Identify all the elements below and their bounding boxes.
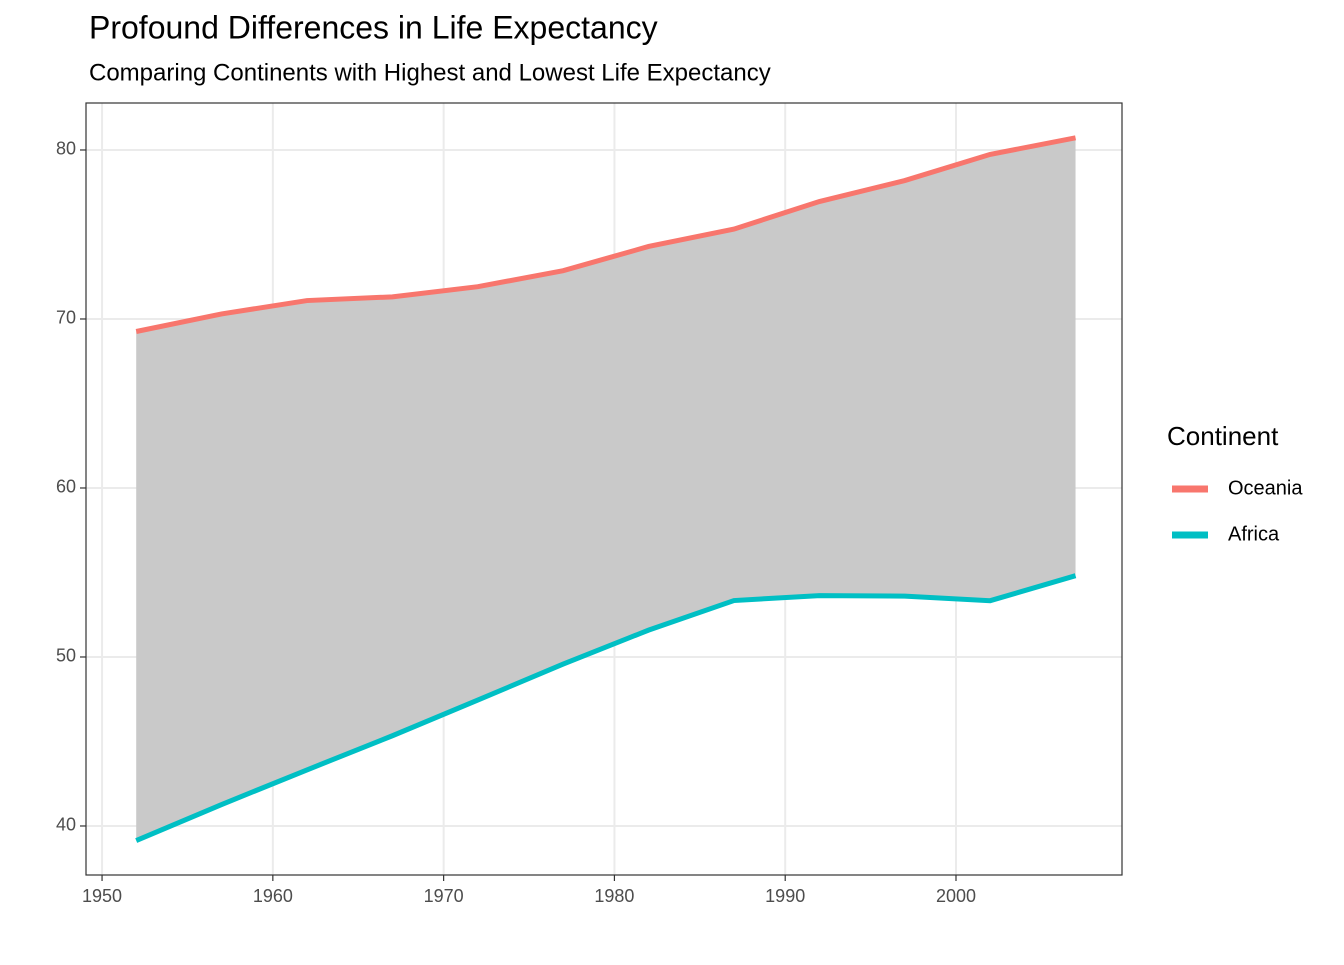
y-tick-label: 80 <box>56 139 76 159</box>
y-tick-label: 50 <box>56 646 76 666</box>
x-tick-label: 2000 <box>936 886 976 906</box>
ribbon <box>136 137 1076 841</box>
chart-subtitle: Comparing Continents with Highest and Lo… <box>89 59 771 86</box>
y-tick-label: 40 <box>56 815 76 835</box>
x-tick-label: 1960 <box>253 886 293 906</box>
y-tick-label: 70 <box>56 308 76 328</box>
series-line <box>135 573 1077 843</box>
x-tick-label: 1980 <box>594 886 634 906</box>
panel-border <box>85 102 1123 876</box>
legend-label: Africa <box>1228 523 1280 545</box>
x-tick-label: 1970 <box>424 886 464 906</box>
y-tick-label: 60 <box>56 477 76 497</box>
legend-title: Continent <box>1167 421 1279 451</box>
x-tick-label: 1990 <box>765 886 805 906</box>
legend-label: Oceania <box>1228 477 1303 499</box>
x-tick-label: 1950 <box>82 886 122 906</box>
series-line <box>135 135 1077 334</box>
chart-title: Profound Differences in Life Expectancy <box>89 9 658 45</box>
